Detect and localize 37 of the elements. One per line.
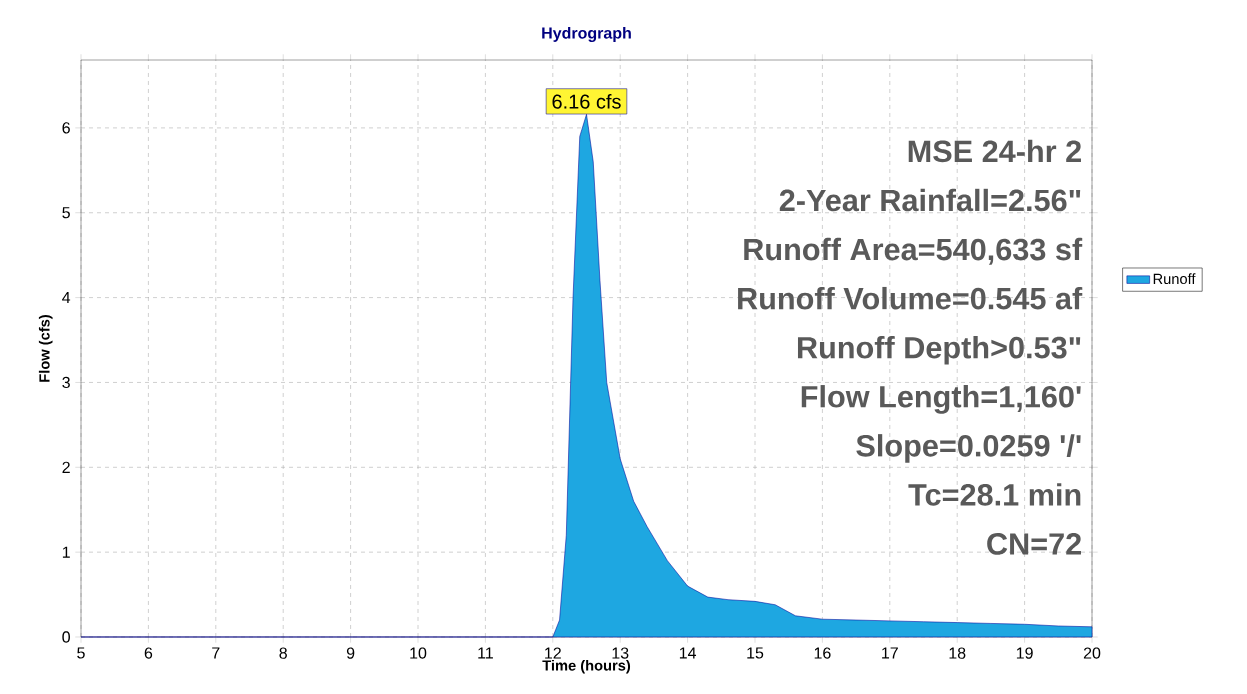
y-tick-label: 6 <box>62 122 70 134</box>
annotation: 2-Year Rainfall=2.56" <box>779 188 1081 212</box>
annotation: MSE 24-hr 2 <box>908 139 1081 163</box>
x-tick-label: 10 <box>410 647 427 659</box>
annotation: Runoff Depth>0.53" <box>797 336 1081 365</box>
y-axis-title: Flow (cfs) <box>38 315 53 382</box>
x-tick-label: 14 <box>679 647 697 659</box>
y-tick-label: 5 <box>62 207 70 219</box>
x-tick-label: 20 <box>1083 647 1101 659</box>
x-tick-label: 7 <box>212 647 220 659</box>
annotation: Flow Length=1,160' <box>801 385 1081 414</box>
x-tick-label: 8 <box>279 647 287 659</box>
x-axis-title: Time (hours) <box>542 659 631 674</box>
y-tick-label: 1 <box>62 546 70 558</box>
x-tick-label: 18 <box>949 647 966 659</box>
x-tick-label: 12 <box>545 647 561 659</box>
x-tick-label: 5 <box>77 647 85 659</box>
y-tick-label: 2 <box>62 461 70 473</box>
annotation: Tc=28.1 min <box>908 483 1081 506</box>
y-tick-label: 3 <box>62 376 70 389</box>
annotation: Slope=0.0259 '/' <box>856 434 1081 463</box>
annotation: Runoff Area=540,633 sf <box>744 237 1083 265</box>
y-tick-label: 4 <box>62 292 71 304</box>
y-tick-label: 0 <box>62 631 70 643</box>
x-tick-label: 13 <box>612 647 629 659</box>
x-tick-label: 6 <box>144 647 153 659</box>
x-tick-label: 15 <box>747 647 764 659</box>
annotation: 6.16 cfs <box>552 94 621 109</box>
chart-title: Hydrograph <box>542 26 631 42</box>
annotation: Runoff Volume=0.545 af <box>738 286 1083 310</box>
x-tick-label: 19 <box>1016 647 1033 659</box>
annotation: CN=72 <box>987 533 1081 555</box>
legend-label: Runoff <box>1153 273 1196 285</box>
x-tick-label: 11 <box>478 647 493 659</box>
x-tick-label: 17 <box>882 647 898 659</box>
x-tick-label: 9 <box>346 647 355 659</box>
x-tick-label: 16 <box>814 647 831 659</box>
